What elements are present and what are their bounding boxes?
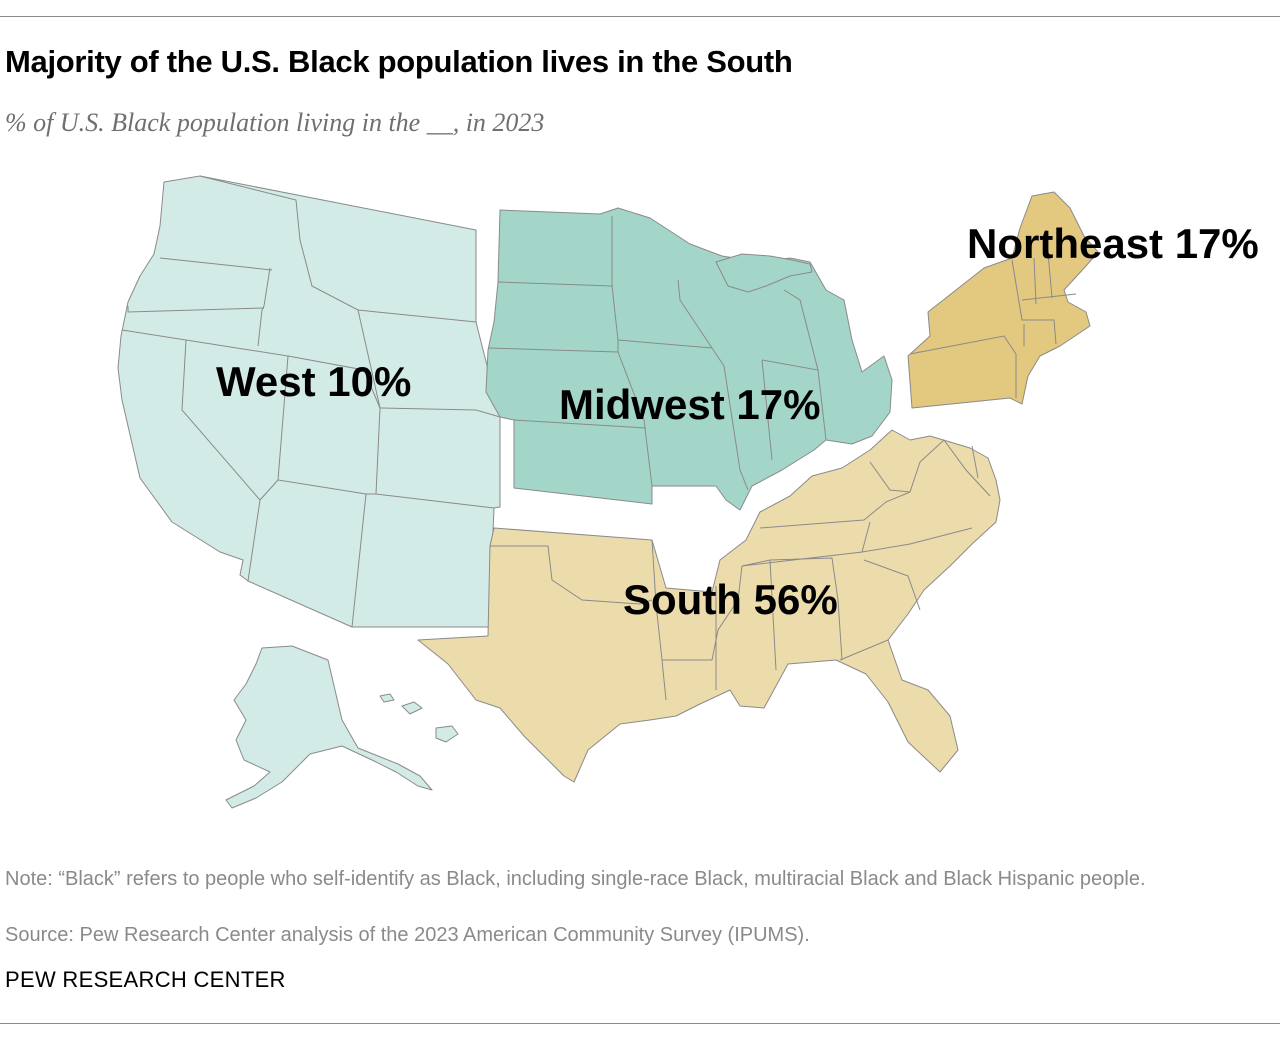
state-border-line [783,289,819,371]
alaska-shape [225,645,433,809]
state-border-line [861,527,973,553]
top-rule [0,16,1280,17]
state-border-line [351,407,381,628]
chart-title: Majority of the U.S. Black population li… [5,44,793,79]
state-border-line [357,309,501,418]
state-border-line [1021,293,1077,301]
state-border-line [1033,257,1037,305]
state-border-line [677,279,725,367]
state-border-line [375,493,495,509]
upper-peninsula-shape [715,253,813,293]
state-border-line [943,439,991,497]
label-south: South 56% [623,576,838,623]
northeast-region-shape [907,191,1099,409]
label-midwest: Midwest 17% [559,381,820,428]
region-west [117,175,501,809]
bottom-rule [0,1023,1280,1024]
state-border-line [651,539,667,701]
south-region-shape [417,429,1001,783]
state-border-line [662,565,743,661]
state-border-line [617,339,713,349]
hawaii-island-shape [435,725,459,743]
state-border-line [759,491,911,529]
hawaii-island-shape [401,701,423,715]
state-border-line [159,257,273,271]
state-border-line [863,559,921,611]
hawaii-island-shape [379,693,395,703]
us-region-map: West 10% Midwest 17% Northeast 17% South… [117,175,1259,809]
state-border-line [127,306,265,313]
state-border-line [611,216,653,487]
footnote: Note: “Black” refers to people who self-… [5,868,1146,890]
state-border-line [287,355,381,409]
midwest-region-shape [485,207,893,511]
state-border-line [909,335,1017,398]
state-border-line [1011,259,1057,345]
state-border-line [497,281,613,287]
state-border-line [487,347,619,353]
state-border-line [869,439,945,493]
source-note: Source: Pew Research Center analysis of … [5,924,810,946]
state-border-line [723,365,749,491]
state-border-line [971,445,979,479]
chart-subtitle: % of U.S. Black population living in the… [5,108,545,137]
region-south [417,429,1001,783]
region-midwest [485,207,893,511]
state-border-line [1045,229,1053,299]
state-border-line [513,419,647,429]
state-border-line [121,329,261,582]
state-border-line [199,175,477,323]
state-border-line [490,545,653,605]
state-border-line [185,339,367,495]
label-west: West 10% [216,358,411,405]
region-northeast [907,191,1099,409]
state-border-line [259,479,279,501]
state-border-line [761,359,773,461]
label-northeast: Northeast 17% [967,220,1259,267]
state-border-line [257,267,271,347]
publisher-credit: PEW RESEARCH CENTER [5,967,286,992]
state-border-line [839,639,889,661]
